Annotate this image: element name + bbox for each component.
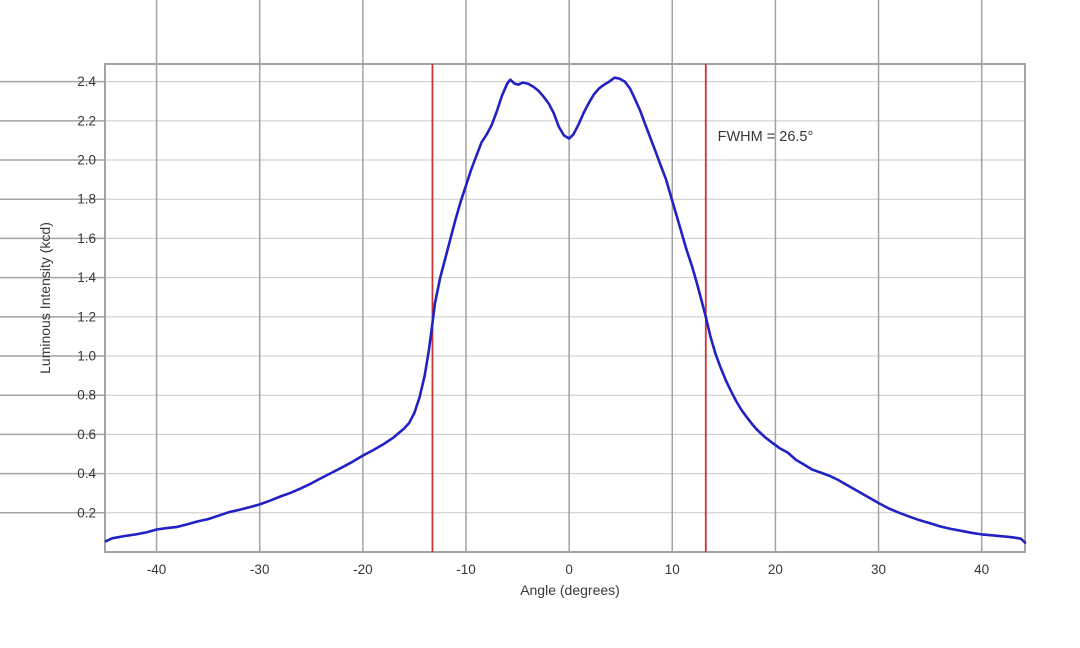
- y-tick-label: 1.4: [77, 270, 96, 285]
- x-tick-label: -20: [353, 562, 373, 577]
- y-tick-label: 1.8: [77, 192, 96, 207]
- y-tick-label: 2.4: [77, 74, 96, 89]
- y-tick-label: 2.0: [77, 153, 96, 168]
- y-tick-label: 1.6: [77, 231, 96, 246]
- fwhm-annotation: FWHM = 26.5°: [717, 128, 814, 145]
- x-tick-label: -10: [456, 562, 476, 577]
- intensity-curve: [104, 76, 1027, 544]
- x-tick-label: -30: [250, 562, 270, 577]
- x-tick-label: 10: [665, 562, 680, 577]
- x-tick-label: 0: [565, 562, 573, 577]
- y-axis-title: Luminous Intensity (kcd): [37, 222, 53, 374]
- y-tick-label: 0.8: [77, 388, 96, 403]
- y-tick-label: 2.2: [77, 113, 96, 128]
- y-tick-label: 0.6: [77, 427, 96, 442]
- x-tick-label: 30: [871, 562, 886, 577]
- y-tick-label: 1.2: [77, 309, 96, 324]
- x-tick-label: -40: [147, 562, 167, 577]
- x-tick-label: 20: [768, 562, 783, 577]
- y-tick-label: 0.2: [77, 505, 96, 520]
- y-tick-label: 1.0: [77, 349, 96, 364]
- plot-border: [104, 63, 1026, 553]
- x-axis-title: Angle (degrees): [520, 582, 620, 598]
- y-tick-label: 0.4: [77, 466, 96, 481]
- x-tick-label: 40: [974, 562, 989, 577]
